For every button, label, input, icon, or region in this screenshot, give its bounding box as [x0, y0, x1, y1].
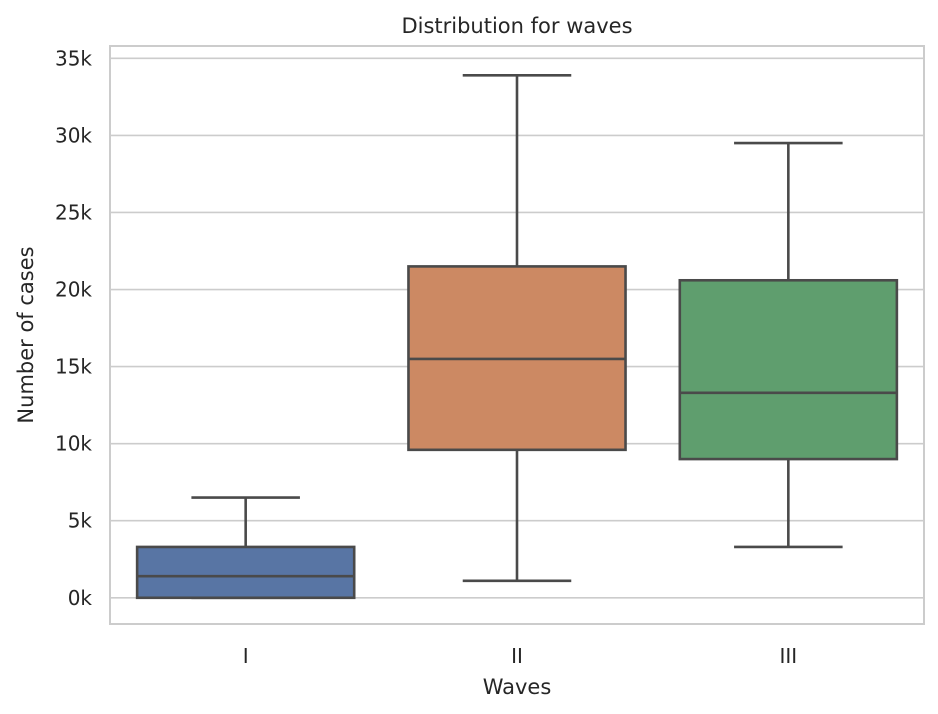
- box-II: [407, 73, 627, 583]
- y-axis-label: Number of cases: [14, 246, 38, 423]
- plot-frame: [109, 45, 925, 625]
- x-axis-label: Waves: [483, 675, 552, 699]
- y-tick-label: 35k: [55, 46, 92, 70]
- chart-title: Distribution for waves: [401, 14, 632, 38]
- x-tick-label: III: [779, 644, 797, 668]
- iqr-box: [678, 278, 899, 461]
- box-III: [678, 141, 899, 549]
- y-tick-label: 5k: [68, 509, 93, 533]
- boxes: [135, 73, 899, 600]
- x-tick-label: II: [511, 644, 523, 668]
- y-tick-label: 0k: [68, 586, 93, 610]
- x-tick-labels: I II III: [243, 644, 797, 668]
- y-tick-label: 25k: [55, 200, 92, 224]
- x-tick-label: I: [243, 644, 249, 668]
- y-tick-label: 10k: [55, 432, 92, 456]
- y-tick-label: 20k: [55, 278, 92, 302]
- iqr-box: [135, 545, 356, 600]
- y-tick-label: 15k: [55, 355, 92, 379]
- y-tick-labels: 0k 5k 10k 15k 20k 25k 30k 35k: [55, 46, 92, 609]
- box-I: [135, 496, 356, 600]
- y-tick-label: 30k: [55, 123, 92, 147]
